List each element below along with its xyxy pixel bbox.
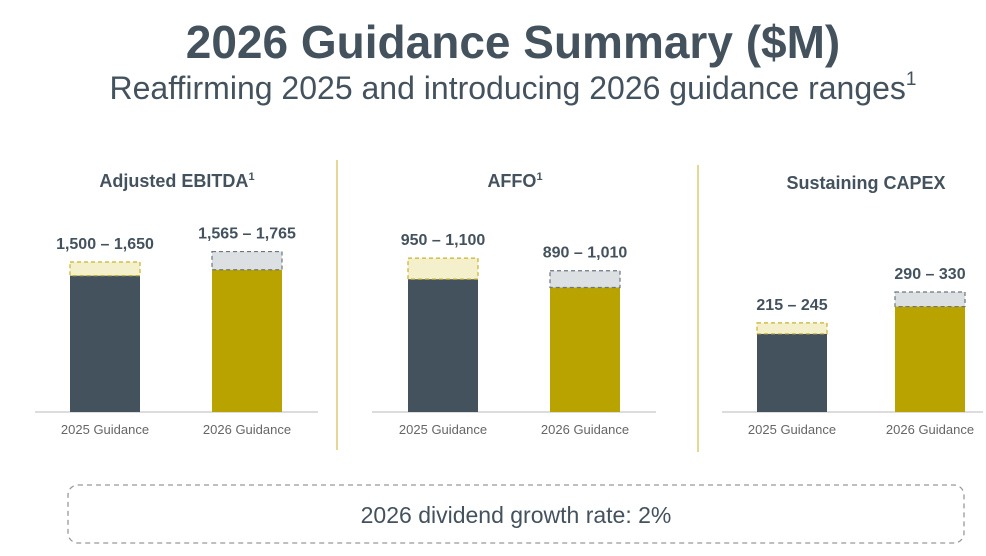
range-band [894, 291, 966, 308]
value-label: 950 – 1,100 [401, 232, 486, 249]
value-label: 1,500 – 1,650 [56, 236, 154, 253]
bar [212, 269, 282, 412]
range-band [756, 322, 828, 335]
subtitle-text: Reaffirming 2025 and introducing 2026 gu… [110, 70, 906, 106]
chart-title: Adjusted EBITDA1 [99, 171, 254, 191]
value-label: 890 – 1,010 [543, 245, 628, 262]
value-label: 215 – 245 [756, 297, 827, 314]
bar [408, 279, 478, 412]
value-label: 290 – 330 [894, 266, 965, 283]
x-tick-label: 2025 Guidance [399, 422, 487, 437]
x-tick-label: 2025 Guidance [61, 422, 149, 437]
x-tick-label: 2026 Guidance [541, 422, 629, 437]
footnote-marker: 1 [248, 171, 254, 183]
chart-title: Sustaining CAPEX [786, 173, 945, 193]
bar [70, 275, 140, 412]
footer-box [67, 484, 965, 544]
footer-text: 2026 dividend growth rate: 2% [361, 502, 672, 528]
footnote-marker: 1 [536, 171, 542, 183]
value-label: 1,565 – 1,765 [198, 226, 296, 243]
range-band [549, 270, 621, 289]
chart-title: AFFO1 [487, 171, 542, 191]
range-band [211, 250, 283, 271]
slide-title: 2026 Guidance Summary ($M) [186, 16, 840, 68]
bar [757, 333, 827, 412]
x-tick-label: 2026 Guidance [203, 422, 291, 437]
x-tick-label: 2025 Guidance [748, 422, 836, 437]
x-tick-label: 2026 Guidance [886, 422, 974, 437]
range-band [69, 261, 141, 277]
footnote-marker: 1 [906, 69, 917, 90]
range-band [407, 257, 479, 280]
bar [550, 287, 620, 412]
chart-title-text: AFFO [487, 171, 536, 191]
bar [895, 306, 965, 412]
slide-subtitle: Reaffirming 2025 and introducing 2026 gu… [110, 69, 917, 106]
chart-title-text: Sustaining CAPEX [786, 173, 945, 193]
chart-title-text: Adjusted EBITDA [99, 171, 248, 191]
